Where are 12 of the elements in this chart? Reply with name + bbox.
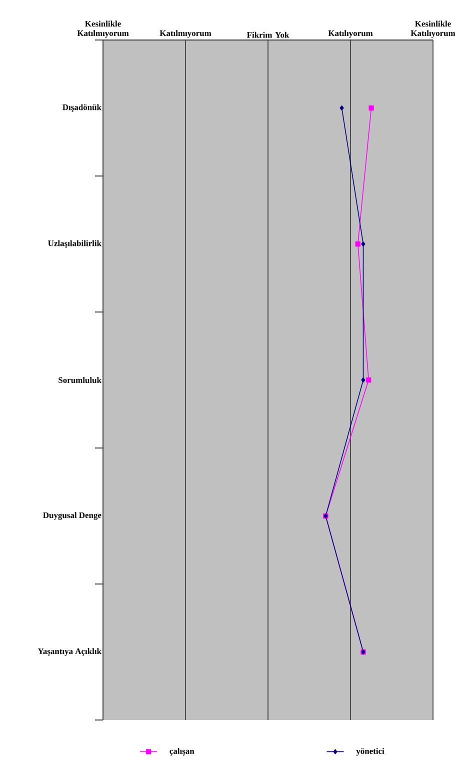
- text: Kesinlikle Katılıyorum: [410, 20, 456, 38]
- y-tick-label: Duygusal Denge: [43, 512, 102, 520]
- y-tick-label: Dışadönük: [62, 104, 102, 112]
- legend-label: yönetici: [356, 748, 384, 756]
- y-tick-label: Sorumluluk: [58, 377, 102, 383]
- text: Katılıyorum: [328, 30, 373, 38]
- text: Kesinlikle Katılmıyorum: [77, 20, 129, 38]
- text: Katılmıyorum: [160, 30, 212, 38]
- text: Fikrim Yok: [246, 32, 290, 38]
- legend-label: çalışan: [170, 748, 194, 756]
- y-tick-label: Uzlaşılabilirlik: [48, 240, 102, 248]
- y-tick-label: Yaşantıya Açıklık: [38, 648, 102, 656]
